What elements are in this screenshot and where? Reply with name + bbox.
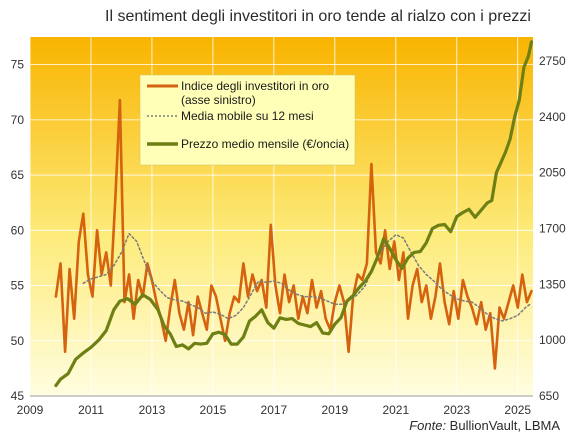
y-right-tick-label: 650 bbox=[539, 389, 559, 403]
source-prefix: Fonte: bbox=[409, 418, 447, 433]
y-left-tick-label: 60 bbox=[11, 223, 25, 237]
x-tick-label: 2011 bbox=[78, 403, 104, 417]
y-right-tick-label: 1000 bbox=[539, 333, 566, 347]
x-tick-label: 2025 bbox=[504, 403, 531, 417]
legend-box bbox=[139, 74, 356, 166]
series-layer bbox=[54, 40, 534, 388]
x-tick-label: 2023 bbox=[443, 403, 470, 417]
legend-label-index: Indice degli investitori in oro bbox=[181, 79, 329, 93]
source-note: Fonte: BullionVault, LBMA bbox=[409, 418, 560, 433]
x-tick-label: 2019 bbox=[321, 403, 348, 417]
axes: 45 50 55 60 65 70 75 650 1000 1350 1700 2050 2400 275… bbox=[11, 54, 566, 417]
series-moving-average-line bbox=[82, 232, 533, 322]
x-tick-label: 2009 bbox=[17, 403, 44, 417]
source-text: BullionVault, LBMA bbox=[446, 418, 560, 433]
y-right-tick-label: 2050 bbox=[539, 166, 566, 180]
y-left-tick-label: 50 bbox=[11, 334, 25, 348]
chart-title: Il sentiment degli investitori in oro te… bbox=[105, 8, 531, 25]
y-left-tick-label: 45 bbox=[11, 389, 25, 403]
y-left-tick-label: 70 bbox=[11, 113, 25, 127]
legend: Indice degli investitori in oro (asse si… bbox=[139, 74, 356, 166]
y-left-tick-label: 55 bbox=[11, 279, 25, 293]
x-tick-label: 2017 bbox=[261, 403, 288, 417]
y-right-tick-label: 2400 bbox=[539, 110, 566, 124]
legend-label-moving-average: Media mobile su 12 mesi bbox=[181, 109, 314, 123]
y-right-tick-label: 2750 bbox=[539, 54, 566, 68]
y-left-tick-label: 75 bbox=[11, 58, 25, 72]
x-tick-label: 2021 bbox=[382, 403, 409, 417]
series-price-line bbox=[54, 40, 534, 388]
y-right-tick-label: 1350 bbox=[539, 277, 566, 291]
legend-label-index-axis: (asse sinistro) bbox=[181, 93, 256, 107]
y-left-tick-label: 65 bbox=[11, 168, 25, 182]
legend-label-price: Prezzo medio mensile (€/oncia) bbox=[181, 137, 349, 151]
x-tick-label: 2015 bbox=[200, 403, 227, 417]
x-tick-label: 2013 bbox=[139, 403, 166, 417]
y-right-tick-label: 1700 bbox=[539, 221, 566, 235]
